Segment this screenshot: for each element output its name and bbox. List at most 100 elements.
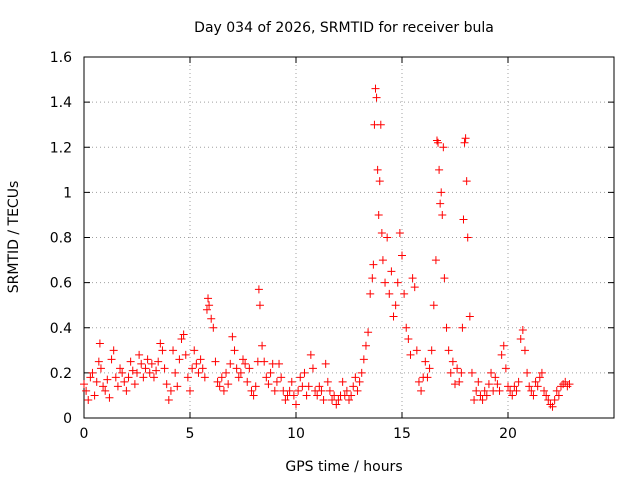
data-point — [118, 368, 127, 377]
data-point — [116, 364, 125, 373]
data-point — [448, 357, 457, 366]
data-point — [96, 364, 105, 373]
data-point — [537, 368, 546, 377]
data-point — [457, 368, 466, 377]
data-point — [446, 368, 455, 377]
data-point — [508, 391, 517, 400]
data-point — [304, 382, 313, 391]
data-point — [436, 199, 445, 208]
data-point — [92, 377, 101, 386]
data-point — [285, 386, 294, 395]
x-tick-label: 0 — [80, 426, 89, 442]
data-point — [190, 346, 199, 355]
data-point — [122, 386, 131, 395]
data-point — [217, 373, 226, 382]
data-point — [376, 120, 385, 129]
data-point — [266, 368, 275, 377]
data-point — [467, 368, 476, 377]
data-point — [147, 359, 156, 368]
data-point — [520, 346, 529, 355]
data-point — [156, 339, 165, 348]
data-point — [501, 364, 510, 373]
axis-ticks: 0 5 10 15 20 0 0.2 0.4 0.6 0.8 1 1.2 1.4 1.6 — [50, 50, 614, 442]
data-point — [226, 359, 235, 368]
data-point — [313, 391, 322, 400]
data-point — [542, 391, 551, 400]
data-point — [512, 386, 521, 395]
x-tick-label: 20 — [499, 426, 517, 442]
data-point — [510, 382, 519, 391]
data-point — [124, 373, 133, 382]
data-point — [470, 395, 479, 404]
data-point — [215, 382, 224, 391]
data-point — [90, 391, 99, 400]
data-point — [277, 373, 286, 382]
data-point — [149, 373, 158, 382]
y-tick-label: 1.6 — [50, 50, 72, 66]
data-point — [202, 305, 211, 314]
data-point — [164, 395, 173, 404]
y-tick-label: 1.2 — [50, 140, 72, 156]
data-point — [540, 386, 549, 395]
data-point — [552, 386, 561, 395]
data-point — [458, 323, 467, 332]
data-point — [239, 355, 247, 364]
data-point — [495, 386, 504, 395]
data-point — [101, 386, 110, 395]
data-point — [406, 350, 415, 359]
data-point — [175, 355, 184, 364]
data-point — [323, 377, 332, 386]
data-point — [281, 395, 290, 404]
data-point — [561, 377, 570, 386]
data-point — [375, 177, 384, 186]
data-point — [292, 400, 300, 409]
data-point — [249, 391, 258, 400]
data-point — [139, 373, 148, 382]
data-point — [294, 386, 303, 395]
data-point — [272, 377, 281, 386]
data-point — [459, 215, 468, 224]
data-point — [480, 386, 489, 395]
data-point — [478, 395, 487, 404]
data-point — [372, 93, 381, 102]
data-point — [391, 301, 400, 310]
data-point — [453, 364, 462, 373]
data-point — [381, 278, 390, 287]
data-point — [232, 364, 241, 373]
data-point — [438, 210, 447, 219]
data-point — [145, 368, 154, 377]
data-point — [472, 386, 481, 395]
data-point — [173, 382, 182, 391]
data-point — [357, 368, 366, 377]
data-point — [342, 386, 351, 395]
data-point — [355, 377, 364, 386]
data-point — [289, 391, 298, 400]
data-point — [408, 274, 417, 283]
data-point — [414, 377, 423, 386]
data-point — [345, 395, 353, 404]
data-point — [398, 251, 406, 260]
data-point — [482, 391, 491, 400]
data-point — [463, 233, 472, 242]
x-tick-label: 15 — [393, 426, 411, 442]
data-point — [378, 256, 387, 265]
data-point — [325, 386, 334, 395]
data-point — [275, 359, 284, 368]
data-point — [554, 391, 563, 400]
y-tick-label: 0.2 — [50, 366, 72, 382]
data-point — [130, 380, 139, 389]
data-point — [371, 84, 380, 93]
data-point — [166, 386, 175, 395]
data-point — [359, 355, 368, 364]
data-point — [400, 289, 409, 298]
data-point — [88, 368, 97, 377]
data-point — [455, 377, 464, 386]
data-point — [196, 355, 205, 364]
data-point — [133, 368, 141, 377]
data-point — [211, 357, 220, 366]
data-point — [308, 364, 317, 373]
data-point — [499, 341, 508, 350]
data-point — [427, 346, 436, 355]
